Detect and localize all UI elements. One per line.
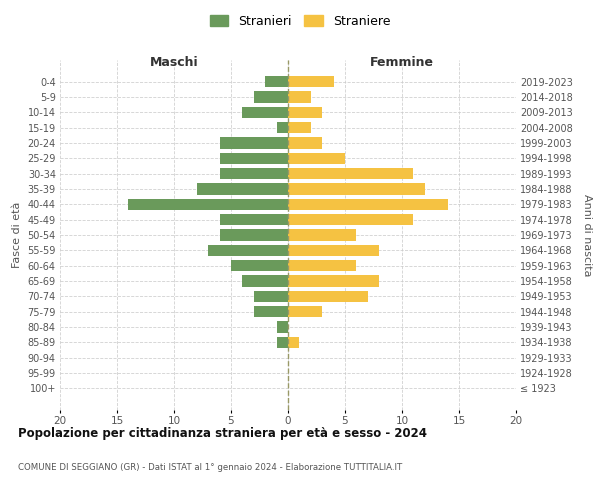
Legend: Stranieri, Straniere: Stranieri, Straniere	[206, 11, 394, 32]
Bar	[288, 152, 345, 164]
Bar	[254, 306, 288, 318]
Bar	[288, 276, 379, 287]
Bar	[288, 137, 322, 148]
Bar	[288, 106, 322, 118]
Bar	[254, 290, 288, 302]
Bar	[288, 290, 368, 302]
Text: Femmine: Femmine	[370, 56, 434, 70]
Bar	[254, 91, 288, 102]
Bar	[220, 229, 288, 241]
Text: Popolazione per cittadinanza straniera per età e sesso - 2024: Popolazione per cittadinanza straniera p…	[18, 428, 427, 440]
Bar	[208, 244, 288, 256]
Bar	[265, 76, 288, 88]
Y-axis label: Anni di nascita: Anni di nascita	[583, 194, 592, 276]
Text: Maschi: Maschi	[149, 56, 199, 70]
Bar	[128, 198, 288, 210]
Bar	[277, 122, 288, 134]
Bar	[231, 260, 288, 272]
Bar	[288, 91, 311, 102]
Bar	[288, 76, 334, 88]
Bar	[288, 336, 299, 348]
Bar	[288, 214, 413, 226]
Bar	[277, 336, 288, 348]
Bar	[277, 322, 288, 333]
Bar	[288, 122, 311, 134]
Bar	[197, 183, 288, 194]
Bar	[288, 168, 413, 179]
Bar	[288, 244, 379, 256]
Bar	[220, 137, 288, 148]
Bar	[220, 152, 288, 164]
Bar	[242, 106, 288, 118]
Bar	[288, 229, 356, 241]
Bar	[288, 183, 425, 194]
Bar	[288, 306, 322, 318]
Bar	[288, 198, 448, 210]
Bar	[242, 276, 288, 287]
Y-axis label: Fasce di età: Fasce di età	[12, 202, 22, 268]
Bar	[220, 214, 288, 226]
Text: COMUNE DI SEGGIANO (GR) - Dati ISTAT al 1° gennaio 2024 - Elaborazione TUTTITALI: COMUNE DI SEGGIANO (GR) - Dati ISTAT al …	[18, 462, 402, 471]
Bar	[220, 168, 288, 179]
Bar	[288, 260, 356, 272]
